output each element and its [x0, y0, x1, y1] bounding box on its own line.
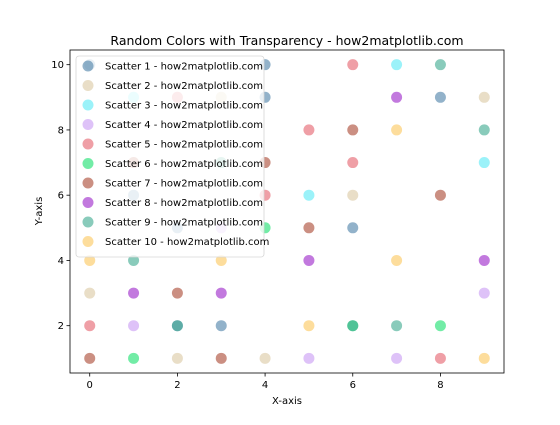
ticks-layer: 0 2 4 6 8 2 4 6 8 10: [51, 60, 443, 391]
x-tick-label: 6: [350, 380, 356, 391]
legend-marker: [82, 236, 94, 247]
y-tick-label: 2: [58, 321, 64, 332]
x-tick-label: 8: [437, 380, 443, 391]
data-point: [347, 222, 359, 234]
data-point: [171, 287, 183, 299]
legend-entry-label: Scatter 5 - how2matplotlib.com: [105, 140, 263, 151]
data-point: [478, 157, 490, 169]
legend-marker: [82, 60, 94, 72]
legend-entry-label: Scatter 9 - how2matplotlib.com: [105, 218, 263, 229]
data-point: [303, 352, 315, 364]
data-point: [303, 222, 315, 234]
data-point: [84, 254, 96, 266]
data-point: [478, 91, 490, 103]
data-point: [128, 352, 140, 364]
x-tick-label: 4: [262, 380, 268, 391]
data-point: [434, 189, 446, 201]
legend-marker: [82, 158, 94, 169]
data-point: [347, 189, 359, 201]
data-point: [84, 287, 96, 299]
data-point: [171, 320, 183, 332]
data-point: [303, 320, 315, 332]
data-point: [347, 320, 359, 332]
legend: Scatter 1 - how2matplotlib.com Scatter 2 …: [75, 55, 269, 258]
data-point: [434, 91, 446, 103]
y-tick-label: 8: [58, 125, 64, 136]
legend-marker: [82, 80, 94, 91]
x-axis-label: X-axis: [272, 396, 302, 407]
legend-entry-label: Scatter 8 - how2matplotlib.com: [105, 198, 263, 209]
data-point: [391, 254, 403, 266]
data-point: [391, 124, 403, 136]
data-point: [215, 254, 227, 266]
legend-marker: [82, 138, 94, 150]
data-point: [434, 320, 446, 332]
chart-title: Random Colors with Transparency - how2ma…: [110, 33, 463, 48]
series-10-points: [84, 124, 490, 364]
data-point: [347, 157, 359, 169]
legend-entry-label: Scatter 7 - how2matplotlib.com: [105, 179, 263, 190]
data-point: [347, 59, 359, 71]
legend-entry-label: Scatter 2 - how2matplotlib.com: [105, 81, 263, 92]
legend-entry-label: Scatter 10 - how2matplotlib.com: [105, 237, 269, 248]
data-point: [347, 124, 359, 136]
series-8-points: [128, 91, 490, 299]
data-point: [84, 320, 96, 332]
data-point: [478, 124, 490, 136]
data-point: [391, 352, 403, 364]
legend-marker: [82, 99, 94, 111]
data-point: [303, 189, 315, 201]
legend-entry-label: Scatter 6 - how2matplotlib.com: [105, 159, 263, 170]
data-point: [434, 59, 446, 71]
data-point: [84, 352, 96, 364]
legend-box: [75, 55, 265, 258]
data-point: [303, 254, 315, 266]
data-point: [391, 320, 403, 332]
y-tick-label: 4: [58, 256, 64, 267]
data-point: [128, 254, 140, 266]
data-point: [478, 254, 490, 266]
legend-entry-label: Scatter 4 - how2matplotlib.com: [105, 120, 263, 131]
x-tick-label: 2: [174, 380, 180, 391]
legend-marker: [82, 216, 94, 228]
data-point: [478, 352, 490, 364]
legend-entry-label: Scatter 1 - how2matplotlib.com: [105, 62, 263, 73]
data-point: [215, 287, 227, 299]
x-tick-label: 0: [87, 380, 93, 391]
y-tick-label: 10: [51, 60, 64, 71]
legend-marker: [82, 197, 94, 208]
data-point: [303, 124, 315, 136]
y-axis-label: Y-axis: [34, 197, 45, 227]
legend-entry-label: Scatter 3 - how2matplotlib.com: [105, 101, 263, 112]
data-point: [128, 287, 140, 299]
legend-marker: [82, 177, 94, 189]
plot-frame: [69, 49, 505, 374]
data-point: [434, 352, 446, 364]
data-point: [478, 287, 490, 299]
data-point: [215, 352, 227, 364]
y-tick-label: 6: [58, 191, 64, 202]
data-point: [128, 320, 140, 332]
legend-marker: [82, 119, 94, 130]
data-point: [391, 59, 403, 71]
data-point: [171, 352, 183, 364]
data-point: [259, 352, 271, 364]
data-point: [215, 320, 227, 332]
data-point: [391, 91, 403, 103]
